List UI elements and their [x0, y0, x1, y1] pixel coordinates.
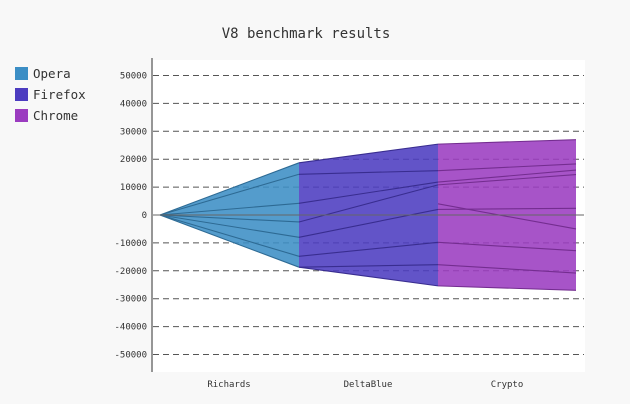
firefox-boundary-line: [298, 266, 439, 287]
chrome-boundary-line: [437, 203, 577, 230]
chrome-boundary-line: [437, 264, 577, 274]
y-tick-label: -50000: [114, 351, 147, 361]
legend-item-chrome[interactable]: Chrome: [15, 108, 78, 123]
y-tick-label: -10000: [114, 239, 147, 249]
y-tick-label: 50000: [120, 72, 147, 82]
firefox-boundary-line: [298, 181, 439, 204]
chrome-boundary-line: [437, 241, 577, 252]
firefox-boundary-line: [298, 241, 439, 257]
y-tick-label: 40000: [120, 99, 147, 109]
firefox-boundary-line: [298, 184, 439, 223]
chrome-boundary-line: [437, 207, 577, 210]
opera-boundary-line: [159, 214, 300, 238]
x-tick-label: Crypto: [491, 380, 524, 390]
legend-swatch: [15, 109, 28, 122]
legend-item-firefox[interactable]: Firefox: [15, 87, 86, 102]
y-tick-label: -20000: [114, 267, 147, 277]
legend-label: Opera: [33, 66, 71, 81]
legend-swatch: [15, 88, 28, 101]
legend-item-opera[interactable]: Opera: [15, 66, 71, 81]
chrome-boundary-line: [437, 163, 577, 172]
x-axis-ticks: Richards DeltaBlue Crypto: [207, 380, 523, 390]
y-axis-ticks: 50000 40000 30000 20000 10000 0 -10000 -20000 -3…: [114, 72, 147, 361]
y-tick-label: -30000: [114, 295, 147, 305]
opera-boundary-line: [159, 202, 300, 216]
opera-boundary-line: [159, 162, 300, 216]
legend-swatch: [15, 67, 28, 80]
firefox-boundary-line: [298, 170, 439, 175]
firefox-boundary-line: [298, 143, 439, 164]
x-tick-label: Richards: [207, 380, 250, 390]
opera-boundary-line: [159, 173, 300, 216]
chrome-boundary-line: [437, 139, 577, 145]
legend-label: Firefox: [33, 87, 86, 102]
chrome-boundary-line: [437, 169, 577, 183]
opera-boundary-line: [159, 214, 300, 268]
y-tick-label: 10000: [120, 183, 147, 193]
y-tick-label: 30000: [120, 127, 147, 137]
opera-boundary-line: [159, 214, 300, 223]
y-tick-label: -40000: [114, 323, 147, 333]
plot-area: [151, 58, 585, 372]
firefox-boundary-line: [298, 264, 439, 268]
chrome-boundary-line: [437, 285, 577, 291]
chrome-boundary-line: [437, 173, 577, 186]
y-tick-label: 0: [142, 211, 147, 221]
firefox-boundary-line: [298, 208, 439, 238]
x-tick-label: DeltaBlue: [344, 380, 393, 390]
opera-boundary-line: [159, 214, 300, 257]
chart-title: V8 benchmark results: [222, 26, 391, 42]
y-tick-label: 20000: [120, 155, 147, 165]
legend-label: Chrome: [33, 108, 78, 123]
legend: Opera Firefox Chrome: [15, 66, 86, 123]
